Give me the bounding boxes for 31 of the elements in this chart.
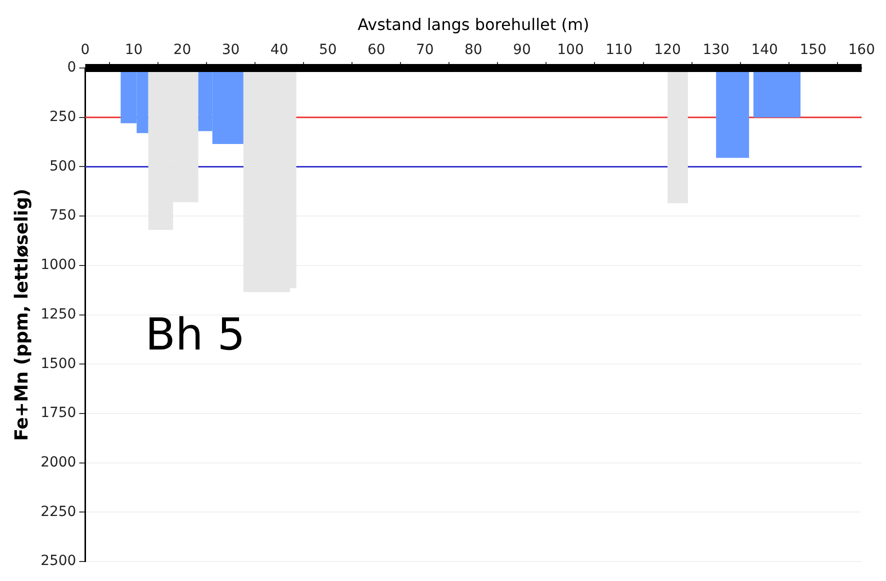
x-tick-label: 100 <box>557 42 584 58</box>
y-tick-label: 1000 <box>40 257 76 274</box>
y-tick-label: 250 <box>49 109 76 125</box>
y-tick-label: 1750 <box>40 405 76 422</box>
x-tick-label: 30 <box>222 42 240 58</box>
y-tick-label: 2000 <box>40 454 76 471</box>
x-axis-title: Avstand langs borehullet (m) <box>358 14 590 34</box>
y-axis-title: Fe+Mn (ppm, lettløselig) <box>11 188 32 441</box>
x-tick-label: 160 <box>848 42 876 58</box>
x-tick-label: 120 <box>654 42 681 58</box>
x-tick-label: 80 <box>464 42 482 58</box>
x-tick-label: 130 <box>702 42 730 58</box>
y-tick-label: 1500 <box>40 356 76 372</box>
x-tick-label: 110 <box>606 42 632 58</box>
x-tick-label: 60 <box>367 42 386 58</box>
y-tick-label: 2500 <box>40 553 76 570</box>
y-tick-label: 1250 <box>40 306 76 322</box>
annotation: Bh 5 <box>145 309 246 360</box>
x-tick-label: 90 <box>513 42 531 58</box>
x-tick-label: 0 <box>80 42 90 58</box>
y-tick-label: 750 <box>49 208 76 224</box>
x-tick-label: 150 <box>800 42 826 58</box>
x-tick-label: 10 <box>124 42 143 58</box>
y-tick-label: 0 <box>67 60 76 76</box>
y-tick-label: 500 <box>49 158 76 174</box>
x-tick-label: 70 <box>416 42 434 58</box>
x-tick-label: 40 <box>270 42 288 58</box>
y-tick-label: 2250 <box>40 504 76 520</box>
x-tick-label: 50 <box>318 42 337 58</box>
x-tick-label: 140 <box>751 42 778 58</box>
x-tick-label: 20 <box>173 42 192 58</box>
